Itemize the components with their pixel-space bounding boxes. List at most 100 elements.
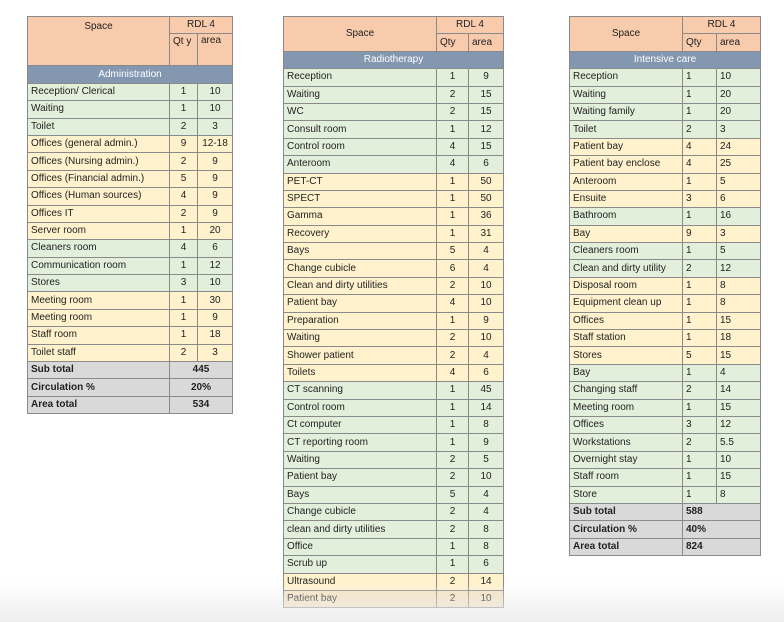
table-row: Workstations 2 5.5 [569, 433, 762, 452]
space-cell: Preparation [283, 311, 437, 331]
table-row: Waiting family 1 20 [569, 102, 762, 122]
qty-cell: 1 [682, 85, 717, 104]
qty-cell: 1 [169, 82, 198, 102]
table-row: Scrub up 1 6 [283, 555, 505, 574]
table-row: Waiting 2 5 [283, 450, 505, 470]
qty-cell: 1 [682, 276, 717, 296]
area-cell: 9 [467, 68, 505, 87]
area-cell: 10 [467, 329, 505, 348]
qty-cell: 1 [682, 207, 717, 226]
qty-cell: 1 [436, 555, 469, 574]
area-cell: 8 [715, 485, 762, 504]
space-cell: Patient bay [283, 294, 437, 313]
space-cell: Clean and dirty utility [569, 259, 683, 278]
area-cell: 14 [467, 398, 505, 417]
qty-cell: 9 [169, 134, 198, 154]
table-row: Ensuite 3 6 [569, 189, 762, 209]
space-cell: Offices (Financial admin.) [27, 169, 170, 189]
qty-cell: 5 [682, 346, 717, 365]
area-cell: 6 [467, 555, 505, 574]
area-cell: 18 [715, 329, 762, 348]
space-cell: Disposal room [569, 276, 683, 296]
area-cell: 6 [467, 363, 505, 383]
qty-cell: 1 [682, 450, 717, 470]
area-cell: 15 [467, 137, 505, 157]
area-cell: 10 [467, 589, 505, 609]
area-cell: 9 [467, 433, 505, 452]
space-cell: Cleaners room [569, 242, 683, 261]
total-row: Sub total 588 [569, 502, 762, 522]
area-cell: 14 [467, 572, 505, 591]
space-cell: Ensuite [569, 189, 683, 209]
qty-cell: 1 [436, 415, 469, 435]
qty-cell: 2 [436, 85, 469, 104]
table-row: Offices (general admin.) 9 12-18 [27, 134, 234, 154]
table-row: Recovery 1 31 [283, 224, 505, 244]
area-cell: 15 [715, 468, 762, 487]
intensive-care-table: Space RDL 4 Qty area Intensive care Rece… [568, 15, 762, 557]
space-cell: Meeting room [27, 308, 170, 328]
table-row: Changing staff 2 14 [569, 381, 762, 400]
space-cell: Bays [283, 485, 437, 504]
area-cell: 12 [196, 256, 234, 276]
table-row: Cleaners room 4 6 [27, 239, 234, 258]
qty-cell: 2 [436, 276, 469, 296]
table-row: Ultrasound 2 14 [283, 572, 505, 591]
qty-cell: 1 [682, 311, 717, 331]
area-cell: 10 [196, 82, 234, 102]
area-cell: 4 [715, 363, 762, 383]
total-label: Area total [27, 395, 170, 415]
table-row: PET-CT 1 50 [283, 172, 505, 191]
section-title: Intensive care [568, 50, 762, 70]
table-row: Gamma 1 36 [283, 207, 505, 226]
space-cell: Change cubicle [283, 259, 437, 278]
total-value: 588 [681, 502, 762, 522]
table-row: Reception 1 10 [569, 68, 762, 87]
area-cell: 12 [715, 259, 762, 278]
table-row: clean and dirty utilities 2 8 [283, 520, 505, 539]
total-value: 40% [681, 520, 762, 539]
space-cell: Office [283, 537, 437, 557]
qty-cell: 6 [436, 259, 469, 278]
table-row: Patient bay 4 24 [569, 137, 762, 157]
space-cell: Stores [27, 274, 170, 293]
space-cell: Changing staff [569, 381, 683, 400]
area-cell: 9 [196, 187, 234, 206]
qty-cell: 1 [682, 485, 717, 504]
qty-cell: 4 [436, 137, 469, 157]
table-row: Anteroom 1 5 [569, 172, 762, 191]
qty-cell: 1 [436, 172, 469, 191]
area-cell: 4 [467, 485, 505, 504]
administration-table: Space RDL 4 Qt y area Administration Rec… [26, 15, 234, 415]
qty-cell: 2 [436, 346, 469, 365]
table-row: Patient bay 2 10 [283, 468, 505, 487]
space-cell: CT scanning [283, 381, 437, 400]
area-cell: 31 [467, 224, 505, 244]
rdl-header: RDL 4 [681, 15, 762, 35]
table-row: Toilet 2 3 [27, 117, 234, 136]
space-cell: Toilet [27, 117, 170, 136]
table-row: Bays 5 4 [283, 485, 505, 504]
radiotherapy-table: Space RDL 4 Qty area Radiotherapy Recept… [282, 15, 505, 609]
space-cell: Recovery [283, 224, 437, 244]
table-row: Disposal room 1 8 [569, 276, 762, 296]
area-cell: 10 [467, 468, 505, 487]
space-cell: Offices (Human sources) [27, 187, 170, 206]
space-cell: Patient bay [569, 137, 683, 157]
area-cell: 5 [715, 172, 762, 191]
area-cell: 6 [467, 155, 505, 174]
table-row: Toilet staff 2 3 [27, 343, 234, 363]
table-row: Offices 3 12 [569, 415, 762, 435]
area-cell: 3 [715, 224, 762, 244]
area-cell: 6 [715, 189, 762, 209]
area-cell: 5 [715, 242, 762, 261]
qty-cell: 1 [169, 100, 198, 119]
space-cell: Patient bay [283, 589, 437, 609]
qty-cell: 1 [682, 102, 717, 122]
total-label: Sub total [27, 361, 170, 380]
table-row: Staff room 1 15 [569, 468, 762, 487]
area-cell: 45 [467, 381, 505, 400]
space-cell: Bays [283, 242, 437, 261]
qty-cell: 4 [169, 187, 198, 206]
qty-header: Qty [436, 33, 469, 52]
